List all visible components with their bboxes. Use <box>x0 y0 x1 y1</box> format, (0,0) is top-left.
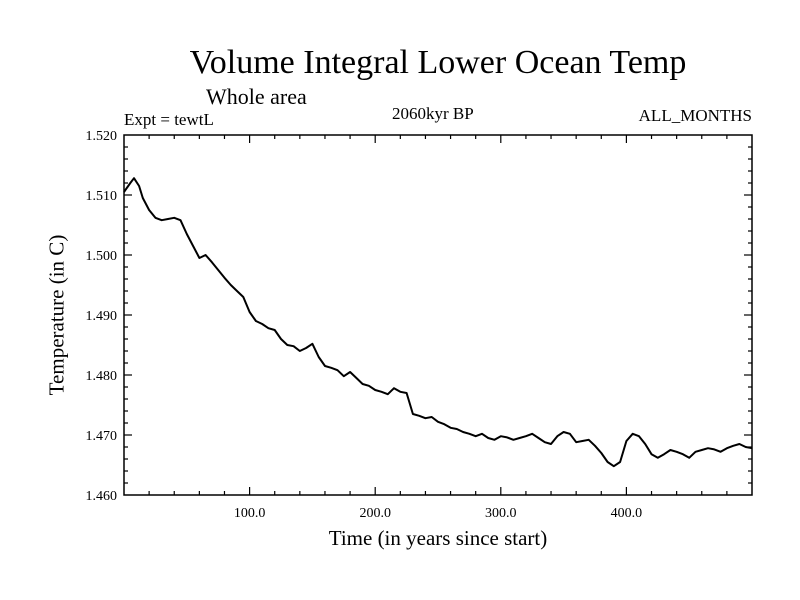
plot-frame <box>123 134 753 496</box>
months-label: ALL_MONTHS <box>638 106 752 125</box>
y-tick-label: 1.480 <box>86 369 118 384</box>
y-tick-label: 1.490 <box>86 309 118 324</box>
y-tick-label: 1.520 <box>86 129 118 144</box>
y-tick-label: 1.460 <box>86 489 118 504</box>
tick-labels: 100.0 200.0 300.0 400.0 1.460 1.470 1.480 1.490… <box>86 129 643 521</box>
series-line <box>123 177 753 468</box>
x-tick-label: 400.0 <box>611 506 643 521</box>
x-axis-label: Time (in years since start) <box>328 526 548 550</box>
period-label: 2060kyr BP <box>392 104 474 123</box>
experiment-label: Expt = tewtL <box>124 110 214 129</box>
x-tick-label: 200.0 <box>359 506 391 521</box>
x-tick-label: 300.0 <box>485 506 517 521</box>
y-tick-label: 1.500 <box>86 249 118 264</box>
chart-subtitle: Whole area <box>206 84 307 109</box>
x-tick-label: 100.0 <box>234 506 266 521</box>
y-tick-label: 1.470 <box>86 429 118 444</box>
axis-ticks <box>124 135 752 495</box>
y-tick-label: 1.510 <box>86 189 118 204</box>
chart-title: Volume Integral Lower Ocean Temp <box>189 44 687 81</box>
